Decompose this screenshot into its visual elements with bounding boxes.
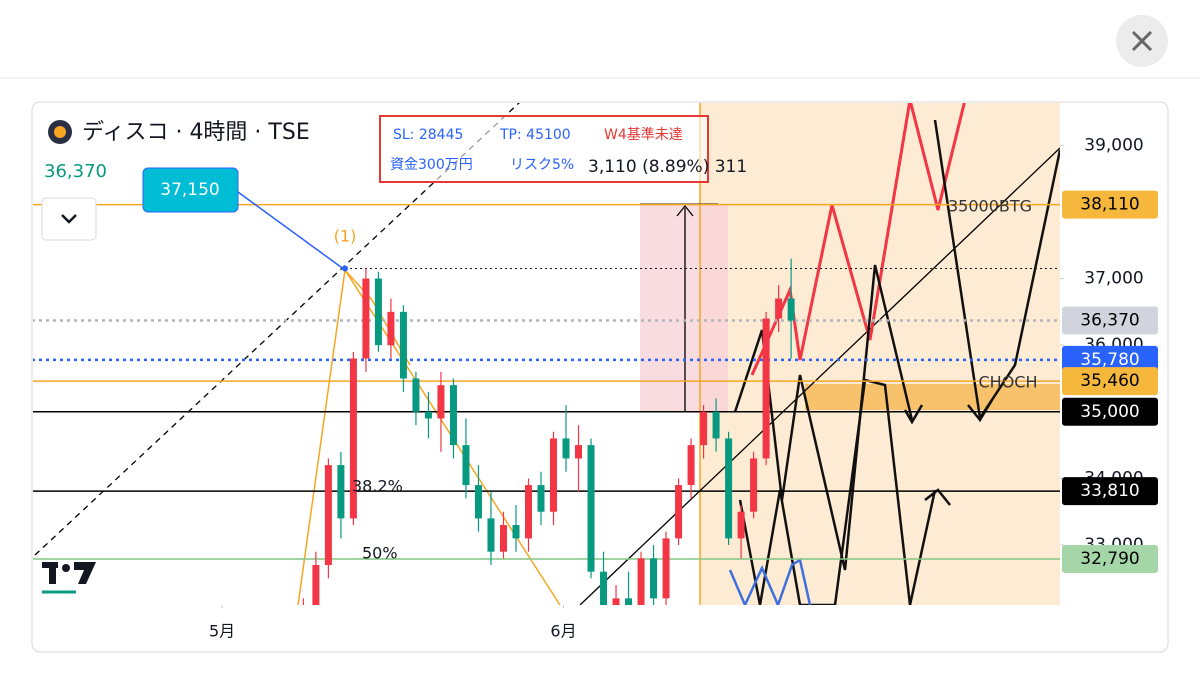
tv-logo	[62, 564, 70, 572]
logo	[54, 126, 66, 138]
price-label: 35,000	[1080, 402, 1139, 422]
callout-pointer	[237, 191, 346, 271]
x-tick-label: 6月	[550, 622, 576, 641]
candle-body	[499, 525, 507, 552]
capital: 資金300万円	[390, 157, 473, 173]
candle-body	[562, 438, 570, 459]
target-band	[805, 384, 1060, 410]
candle-body	[437, 385, 445, 419]
candle-body	[449, 385, 457, 446]
wave-label: (1)	[334, 227, 357, 246]
fib-label: 38.2%	[352, 477, 403, 496]
wave-note: W4基準未達	[604, 126, 683, 143]
projection-arrow	[903, 404, 924, 425]
candle-body	[412, 378, 420, 412]
price-label-bg	[1062, 345, 1158, 374]
candle-body	[737, 511, 745, 539]
range-measure: 3,110 (8.89%) 311	[588, 157, 747, 177]
candle-body	[762, 318, 770, 459]
risk-zone	[640, 204, 728, 412]
candle-body	[625, 598, 633, 605]
projection-arrow	[924, 488, 951, 506]
candle-body	[362, 278, 370, 359]
wave-line	[344, 269, 411, 366]
fib-label: 50%	[362, 544, 398, 563]
tv-logo	[42, 562, 96, 594]
y-tick-label: 39,000	[1084, 135, 1143, 155]
projection-path	[728, 558, 812, 605]
candle-body	[575, 445, 583, 459]
candle-body	[487, 518, 495, 552]
candle-body	[600, 571, 608, 605]
candle-body	[687, 445, 695, 486]
candle-body	[587, 445, 595, 572]
plot	[33, 103, 1060, 605]
candle-body	[399, 311, 407, 379]
projection-arrow	[967, 399, 994, 423]
projection-path	[933, 119, 1060, 422]
candle-body	[787, 298, 795, 321]
price-label: 36,370	[1080, 311, 1139, 331]
tv-logo	[74, 562, 96, 584]
candle-body	[474, 485, 482, 519]
candle-body	[312, 565, 320, 605]
candle-body	[524, 485, 532, 539]
candle-body	[725, 438, 733, 539]
chevron	[61, 214, 77, 224]
candle-body	[650, 558, 658, 599]
trendline	[579, 147, 1060, 605]
projection-path	[733, 264, 914, 571]
chart-title: ディスコ · 4時間 · TSE	[82, 120, 310, 145]
y-tick-label: 37,000	[1084, 269, 1143, 289]
candle-body	[512, 525, 520, 539]
candle-body	[462, 445, 470, 486]
projection-path	[738, 378, 937, 605]
candle-body	[700, 411, 708, 446]
dropdown-button[interactable]	[41, 197, 97, 241]
peak-callout	[142, 167, 239, 213]
candle-body	[637, 558, 645, 605]
price-label-bg	[1062, 367, 1158, 396]
candle-body	[337, 465, 345, 519]
peak-point	[342, 265, 348, 272]
candle-body	[349, 358, 357, 519]
candle-body	[712, 411, 720, 439]
candle-body	[775, 298, 783, 319]
price-label-bg	[1062, 397, 1158, 426]
take-profit: TP: 45100	[499, 127, 571, 143]
candle-body	[662, 538, 670, 599]
price-label: 38,110	[1080, 195, 1139, 215]
candle-body	[374, 278, 382, 346]
candle-body	[612, 598, 620, 605]
price-label: 35,460	[1080, 371, 1139, 391]
price-label: 32,790	[1080, 549, 1139, 569]
risk: リスク5%	[510, 157, 574, 173]
stop-loss: SL: 28445	[393, 127, 463, 143]
candle-body	[750, 458, 758, 512]
candle-body	[424, 411, 432, 419]
candle-body	[387, 311, 395, 346]
price-label: 33,810	[1080, 481, 1139, 501]
price-label-bg	[1062, 190, 1158, 219]
price-label: 35,780	[1080, 350, 1139, 370]
target-note: 35000BTG	[948, 197, 1032, 216]
close-icon	[1131, 30, 1153, 52]
candle-body	[550, 438, 558, 512]
candle-body	[675, 485, 683, 539]
measure-arrow	[676, 204, 694, 217]
choch-label: CHOCH	[979, 373, 1038, 392]
candle-body	[537, 485, 545, 512]
last-price: 36,370	[44, 161, 107, 182]
risk-box	[379, 115, 709, 183]
tv-logo	[49, 562, 56, 584]
peak-callout-label: 37,150	[160, 180, 219, 200]
x-tick-label: 5月	[209, 622, 235, 641]
price-label-bg	[1062, 477, 1158, 506]
price-label-bg	[1062, 306, 1158, 335]
price-label-bg	[1062, 545, 1158, 574]
candle-body	[324, 465, 332, 566]
